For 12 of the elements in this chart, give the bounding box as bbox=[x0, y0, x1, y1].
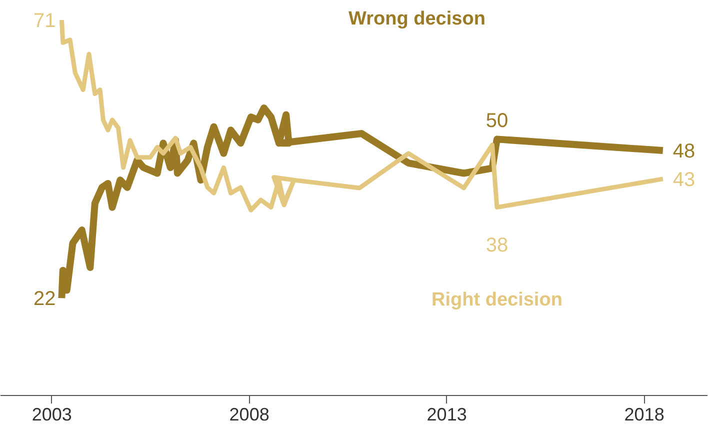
data-label: 22 bbox=[33, 288, 56, 310]
text: Wrong decison bbox=[348, 8, 486, 30]
data-label: 38 bbox=[486, 234, 508, 256]
data-label: 43 bbox=[672, 168, 696, 191]
x-tick-label: 2008 bbox=[229, 404, 270, 424]
x-tick-label: 2003 bbox=[32, 404, 72, 424]
x-tick-label: 2013 bbox=[426, 404, 467, 424]
text: Right decision bbox=[432, 289, 562, 310]
data-label: 71 bbox=[33, 10, 56, 32]
data-label: 48 bbox=[672, 140, 696, 163]
x-tick-label: 2018 bbox=[624, 404, 664, 424]
data-label: 50 bbox=[486, 110, 508, 132]
